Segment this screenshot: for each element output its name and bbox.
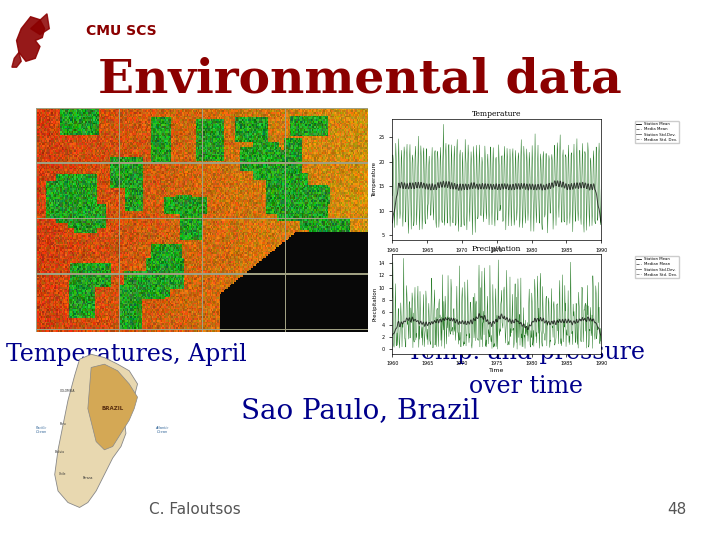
Text: 48: 48 — [667, 502, 686, 517]
Legend: Station Mean, Median Mean, Station Std.Dev., Median Std. Dev.: Station Mean, Median Mean, Station Std.D… — [634, 256, 678, 278]
Polygon shape — [12, 52, 22, 67]
X-axis label: Time: Time — [489, 368, 505, 373]
X-axis label: Time: Time — [489, 254, 505, 259]
Text: Pacific
Ocean: Pacific Ocean — [36, 426, 47, 434]
Text: Sao Paulo, Brazil: Sao Paulo, Brazil — [240, 397, 480, 424]
Y-axis label: Precipitation: Precipitation — [372, 287, 377, 321]
Text: Atlantic
Ocean: Atlantic Ocean — [156, 426, 169, 434]
Y-axis label: Temperature: Temperature — [372, 162, 377, 197]
Polygon shape — [55, 354, 138, 508]
Legend: Station Mean, Media Mean, Station Std.Dev., Median Std. Dev.: Station Mean, Media Mean, Station Std.De… — [634, 121, 678, 143]
Text: Environmental data: Environmental data — [98, 57, 622, 103]
Text: Chile: Chile — [59, 471, 67, 476]
Text: Temp. and pressure: Temp. and pressure — [407, 341, 644, 365]
Text: Bolivia: Bolivia — [55, 450, 65, 454]
Text: BRAZIL: BRAZIL — [102, 406, 124, 411]
Polygon shape — [17, 17, 45, 61]
Text: Peru: Peru — [60, 422, 66, 426]
Text: Parana: Parana — [83, 476, 93, 481]
Text: COLOMBIA: COLOMBIA — [60, 389, 76, 393]
Polygon shape — [30, 14, 49, 35]
Title: Temperature: Temperature — [472, 110, 521, 118]
Polygon shape — [88, 364, 138, 450]
Title: Precipitation: Precipitation — [472, 245, 521, 253]
Text: C. Faloutsos: C. Faloutsos — [148, 502, 240, 517]
Text: Temperatures, April: Temperatures, April — [6, 343, 246, 366]
Text: over time: over time — [469, 375, 582, 399]
Text: CMU SCS: CMU SCS — [86, 24, 157, 38]
